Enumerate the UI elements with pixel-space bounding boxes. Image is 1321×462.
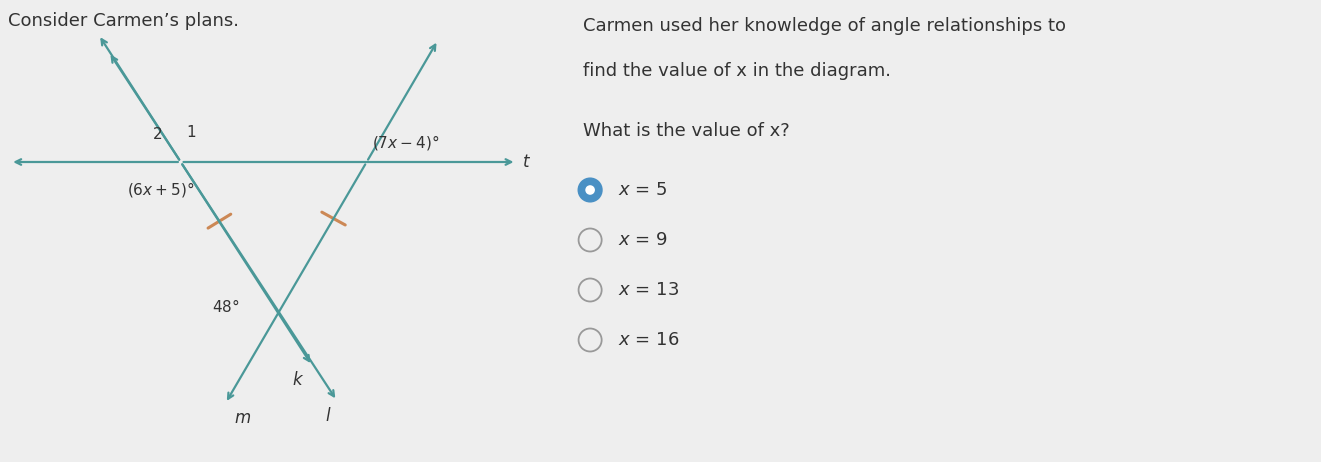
Circle shape bbox=[579, 178, 601, 201]
Text: 1: 1 bbox=[186, 125, 196, 140]
Text: find the value of x in the diagram.: find the value of x in the diagram. bbox=[583, 62, 892, 80]
Text: What is the value of x?: What is the value of x? bbox=[583, 122, 790, 140]
Text: 2: 2 bbox=[152, 127, 162, 142]
Text: $x$ = 5: $x$ = 5 bbox=[618, 181, 667, 199]
Text: $48°$: $48°$ bbox=[211, 298, 239, 316]
Text: $(6x + 5)°$: $(6x + 5)°$ bbox=[127, 180, 194, 199]
Text: Carmen used her knowledge of angle relationships to: Carmen used her knowledge of angle relat… bbox=[583, 17, 1066, 35]
Text: $x$ = 16: $x$ = 16 bbox=[618, 331, 679, 349]
Text: $t$: $t$ bbox=[522, 153, 531, 171]
Text: $m$: $m$ bbox=[234, 409, 251, 427]
Text: $l$: $l$ bbox=[325, 407, 332, 425]
Circle shape bbox=[585, 185, 594, 195]
Text: $k$: $k$ bbox=[292, 371, 304, 389]
Text: $(7x - 4)°$: $(7x - 4)°$ bbox=[371, 133, 439, 152]
Text: Consider Carmen’s plans.: Consider Carmen’s plans. bbox=[8, 12, 239, 30]
Text: $x$ = 9: $x$ = 9 bbox=[618, 231, 668, 249]
Text: $x$ = 13: $x$ = 13 bbox=[618, 281, 679, 299]
